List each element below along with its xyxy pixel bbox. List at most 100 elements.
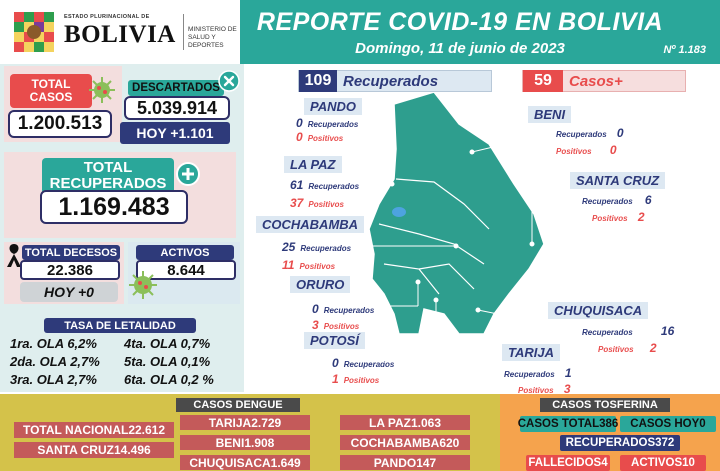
dengue-cell: BENI 1.908 xyxy=(180,435,310,450)
tosferina-recuperados-label: RECUPERADOS xyxy=(565,437,656,449)
tosferina-casos-hoy-value: 0 xyxy=(699,418,706,430)
report-title: REPORTE COVID-19 EN BOLIVIA xyxy=(256,8,664,36)
tosferina-activos-label: ACTIVOS xyxy=(631,457,683,469)
dept-name: COCHABAMBA xyxy=(256,216,365,233)
report-date: Domingo, 11 de junio de 2023 xyxy=(355,40,565,57)
letalidad-cell: 1ra. OLA 6,2% xyxy=(10,336,97,351)
report-number: Nº 1.183 xyxy=(663,44,706,56)
dept-recuperados-value: 16 xyxy=(660,324,675,338)
dept-recuperados-value: 6 xyxy=(644,193,652,207)
dengue-cell: LA PAZ 1.063 xyxy=(340,415,470,430)
dept-recuperados: 25 Recuperados xyxy=(282,240,351,254)
dengue-santa-cruz-label: SANTA CRUZ xyxy=(37,443,114,457)
dept-positivos-value: 2 xyxy=(649,341,657,355)
recuperados-count: 109 xyxy=(299,70,337,92)
dept-recuperados: 0 Recuperados xyxy=(312,302,374,316)
activos-value: 8.644 xyxy=(136,260,236,280)
dept-name: POTOSÍ xyxy=(304,332,365,349)
descartados-hoy-label: HOY + xyxy=(136,125,179,141)
dept-positivos-label: Positivos xyxy=(299,262,336,271)
dept-name: CHUQUISACA xyxy=(548,302,649,319)
tosferina-activos: ACTIVOS 10 xyxy=(620,455,706,471)
total-decesos-label: TOTAL DECESOS xyxy=(22,245,120,260)
dept-recuperados-value: 25 xyxy=(282,240,296,254)
dept-positivos: 11 Positivos xyxy=(282,258,335,272)
dept-recuperados-label: Recuperados xyxy=(300,244,352,253)
dengue-cell-value: 620 xyxy=(439,435,460,450)
decesos-hoy: HOY + 0 xyxy=(20,282,118,302)
total-casos-value: 1.200.513 xyxy=(8,110,112,138)
dengue-cell-label: CHUQUISACA xyxy=(189,455,271,470)
dept-positivos-value: 3 xyxy=(563,382,571,396)
dept-name: BENI xyxy=(528,106,572,123)
dept-positivos-value: 37 xyxy=(290,196,304,210)
header: ESTADO PLURINACIONAL DE BOLIVIA MINISTER… xyxy=(0,0,720,64)
letalidad-cell: 5ta. OLA 0,1% xyxy=(124,354,211,369)
decesos-hoy-label: HOY + xyxy=(44,284,87,300)
dengue-cell-label: LA PAZ xyxy=(368,415,411,430)
dengue-cell: PANDO 147 xyxy=(340,455,470,470)
descartados-hoy: HOY + 1.101 xyxy=(120,122,230,144)
ministry-line-2: SALUD Y DEPORTES xyxy=(188,34,224,49)
dept-positivos-label: Positivos xyxy=(307,134,344,143)
dengue-total-nacional-value: 22.612 xyxy=(128,423,166,437)
dengue-cell: COCHABAMBA 620 xyxy=(340,435,470,450)
bolivia-map xyxy=(368,91,545,335)
dengue-cell-value: 2.729 xyxy=(251,415,282,430)
total-casos-label: TOTAL CASOS xyxy=(10,74,92,108)
dept-recuperados-label: Recuperados xyxy=(343,360,395,369)
dengue-cell-value: 147 xyxy=(416,455,437,470)
activos-label: ACTIVOS xyxy=(136,245,234,260)
dept-positivos-label: Positivos xyxy=(323,322,360,331)
dept-recuperados-label: Recuperados xyxy=(556,130,607,139)
descartados-label: DESCARTADOS xyxy=(128,80,224,96)
tasa-letalidad-title: TASA DE LETALIDAD xyxy=(44,318,196,333)
dengue-cell-label: BENI xyxy=(215,435,245,450)
dengue-cell: TARIJA 2.729 xyxy=(180,415,310,430)
dept-recuperados: 0 Recuperados xyxy=(332,356,394,370)
dept-positivos-label: Positivos xyxy=(592,214,628,223)
dept-positivos: Positivos 2 xyxy=(598,341,662,355)
dept-positivos-label: Positivos xyxy=(343,376,380,385)
dept-positivos: Positivos 2 xyxy=(592,210,650,224)
letalidad-row: 2da. OLA 2,7% 5ta. OLA 0,1% xyxy=(10,354,238,369)
casos-count-label: Casos+ xyxy=(569,72,623,90)
dengue-cell: CHUQUISACA 1.649 xyxy=(180,455,310,470)
dept-recuperados-value: 0 xyxy=(312,302,319,316)
ministry-divider xyxy=(183,14,184,50)
ministry-label: MINISTERIO DE SALUD Y DEPORTES xyxy=(188,26,248,50)
letalidad-row: 3ra. OLA 2,7% 6ta. OLA 0,2 % xyxy=(10,372,238,387)
dept-recuperados: Recuperados 6 xyxy=(582,193,657,207)
decesos-hoy-value: 0 xyxy=(86,284,94,300)
dept-name: LA PAZ xyxy=(284,156,342,173)
casos-dengue-title: CASOS DENGUE xyxy=(176,398,300,412)
dept-positivos-value: 3 xyxy=(312,318,319,332)
dengue-cell-label: COCHABAMBA xyxy=(350,435,440,450)
dept-recuperados: Recuperados 16 xyxy=(582,324,679,338)
descartados-value: 5.039.914 xyxy=(124,96,230,120)
dept-recuperados-value: 0 xyxy=(332,356,339,370)
dept-positivos-label: Positivos xyxy=(598,345,634,354)
dept-recuperados-value: 1 xyxy=(564,366,572,380)
letalidad-cell: 3ra. OLA 2,7% xyxy=(10,372,97,387)
title-band xyxy=(240,0,720,64)
total-decesos-value: 22.386 xyxy=(20,260,120,280)
check-icon xyxy=(218,70,240,92)
dept-recuperados: 0 Recuperados xyxy=(296,116,358,130)
dept-positivos-value: 2 xyxy=(637,210,645,224)
dengue-cell-label: PANDO xyxy=(373,455,417,470)
dept-recuperados-label: Recuperados xyxy=(582,197,633,206)
dept-recuperados-value: 0 xyxy=(296,116,303,130)
titicaca-lake xyxy=(392,207,406,217)
tosferina-fallecidos-label: FALLECIDOS xyxy=(528,457,602,469)
dept-positivos: Positivos 0 xyxy=(556,143,622,157)
recuperados-summary: 109 Recuperados xyxy=(298,70,492,92)
dengue-cell-value: 1.908 xyxy=(244,435,275,450)
tosferina-recuperados: RECUPERADOS 372 xyxy=(560,435,680,451)
dept-positivos-value: 11 xyxy=(282,258,295,272)
dengue-cell-value: 1.649 xyxy=(270,455,301,470)
dengue-total-nacional-label: TOTAL NACIONAL xyxy=(22,423,129,437)
dept-recuperados-value: 0 xyxy=(616,126,624,140)
dept-recuperados-label: Recuperados xyxy=(323,306,375,315)
tosferina-casos-total-value: 386 xyxy=(599,418,619,430)
